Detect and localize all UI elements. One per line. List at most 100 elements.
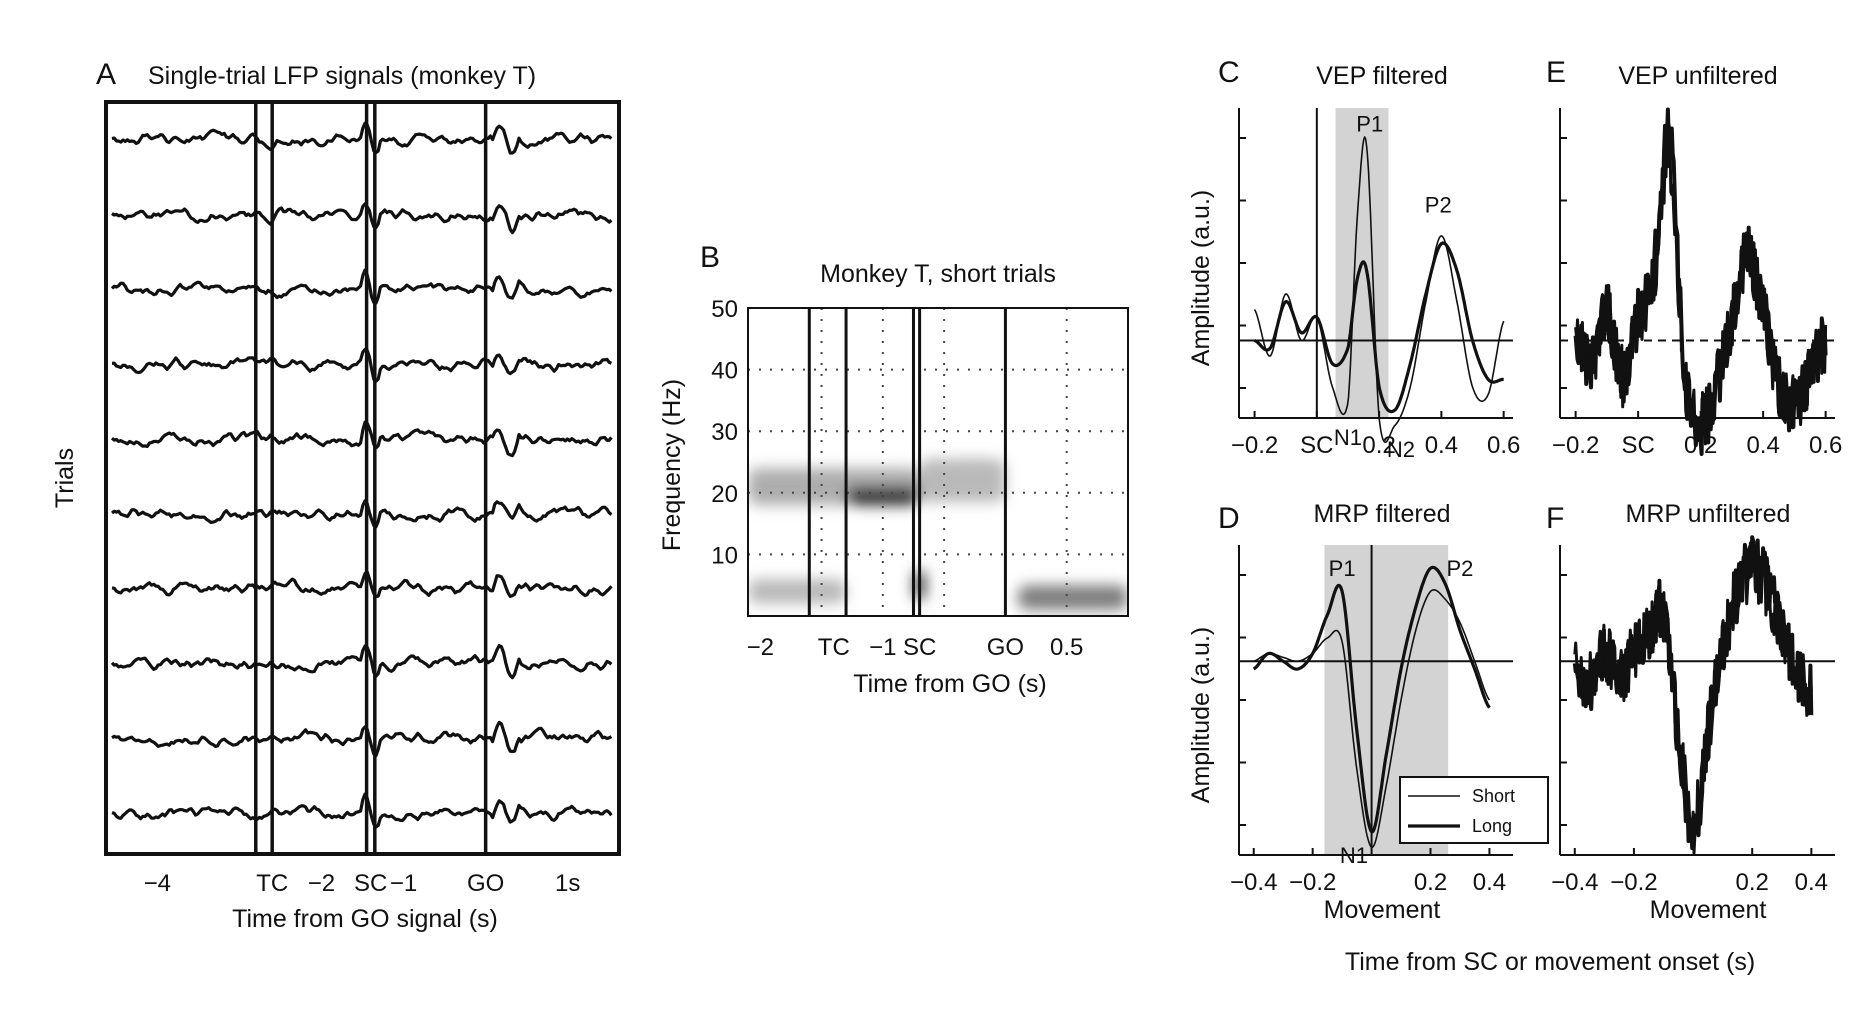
panel-e-xtick-4: 0.6 bbox=[1809, 432, 1842, 459]
panel-a-trial-trace-1 bbox=[111, 121, 613, 155]
panel-c-xtick-3: 0.4 bbox=[1425, 432, 1458, 459]
panel-e-title: VEP unfiltered bbox=[1618, 62, 1777, 90]
panel-f: F MRP unfiltered −0.4 −0.2 0.2 0.4 Movement bbox=[1546, 500, 1835, 924]
panel-d-xtick-1: −0.2 bbox=[1289, 869, 1336, 896]
panel-b-frame bbox=[747, 307, 1129, 617]
panel-a-traces bbox=[110, 121, 613, 829]
panel-a-xtick-3: SC bbox=[354, 870, 387, 897]
panel-d-annotation-2: N1 bbox=[1340, 843, 1368, 868]
panel-b-letter: B bbox=[700, 241, 720, 274]
panel-e-xtick-3: 0.4 bbox=[1746, 432, 1779, 459]
panel-d-title: MRP filtered bbox=[1313, 500, 1450, 528]
panel-c-annotation-0: P1 bbox=[1356, 111, 1383, 136]
panel-b-power-blob-4 bbox=[748, 579, 847, 604]
shared-xlabel: Time from SC or movement onset (s) bbox=[1345, 948, 1755, 976]
panel-f-xtick-3: 0.4 bbox=[1795, 869, 1828, 896]
panel-f-letter: F bbox=[1546, 502, 1564, 535]
panel-a-xtick-0: −4 bbox=[144, 870, 171, 897]
panel-e-letter: E bbox=[1546, 56, 1566, 89]
panel-a-xtick-4: −1 bbox=[390, 870, 417, 897]
panel-b-xlabel: Time from GO (s) bbox=[853, 670, 1047, 698]
panel-a: A Single-trial LFP signals (monkey T) −4… bbox=[51, 58, 621, 933]
panel-a-ylabel: Trials bbox=[51, 448, 79, 508]
panel-d-series-long bbox=[1252, 565, 1491, 834]
panel-c-annotation-1: P2 bbox=[1425, 193, 1452, 218]
panel-f-xtick-1: −0.2 bbox=[1610, 869, 1657, 896]
panel-d: D MRP filtered −0.4 −0.2 0.2 0.4 P1 P2 N1 Short… bbox=[1187, 500, 1549, 924]
panel-b-xticks: −2 TC −1 SC GO 0.5 bbox=[747, 634, 1084, 661]
panel-c-annotation-2: N1 bbox=[1334, 425, 1362, 450]
panel-b-ytick-1: 20 bbox=[711, 481, 738, 508]
panel-e-series-overlay bbox=[1574, 122, 1828, 451]
panel-f-series-overlay bbox=[1573, 539, 1813, 855]
panel-a-trial-trace-6 bbox=[111, 499, 613, 529]
panel-a-trial-trace-7 bbox=[111, 570, 613, 599]
panel-c-ylabel: Amplitude (a.u.) bbox=[1187, 190, 1215, 366]
panel-e-plot: −0.2 SC 0.2 0.4 0.6 bbox=[1552, 107, 1842, 459]
panel-a-xticks: −4 TC −2 SC −1 GO 1s bbox=[144, 870, 581, 897]
panel-a-xtick-5: GO bbox=[467, 870, 504, 897]
panel-b-title: Monkey T, short trials bbox=[820, 260, 1056, 288]
panel-d-series-short bbox=[1253, 588, 1491, 849]
panel-e-xtick-0: −0.2 bbox=[1552, 432, 1599, 459]
panel-f-xtick-2: 0.2 bbox=[1736, 869, 1769, 896]
panel-c-annotation-3: N2 bbox=[1387, 437, 1415, 462]
panel-a-xtick-1: TC bbox=[256, 870, 288, 897]
panel-a-trial-trace-2 bbox=[111, 202, 613, 235]
panel-b-ytick-2: 30 bbox=[711, 419, 738, 446]
panel-d-annotation-1: P2 bbox=[1447, 556, 1474, 581]
panel-f-series-trace bbox=[1572, 535, 1814, 851]
panel-f-xlabel: Movement bbox=[1650, 896, 1767, 924]
panel-a-xtick-2: −2 bbox=[308, 870, 335, 897]
panel-c-letter: C bbox=[1218, 56, 1240, 89]
panel-f-plot: −0.4 −0.2 0.2 0.4 bbox=[1551, 535, 1835, 896]
panel-d-plot: −0.4 −0.2 0.2 0.4 P1 P2 N1 Short Long bbox=[1230, 545, 1549, 896]
panel-c-xtick-1: SC bbox=[1300, 432, 1333, 459]
panel-a-xtick-6: 1s bbox=[555, 870, 580, 897]
panel-d-legend-label-1: Long bbox=[1472, 816, 1512, 836]
panel-b: B Monkey T, short trials 10 20 30 40 50 −2 TC… bbox=[658, 241, 1129, 698]
panel-b-yticks: 10 20 30 40 50 bbox=[711, 296, 738, 569]
panel-b-xtick-4: GO bbox=[987, 634, 1024, 661]
panel-f-title: MRP unfiltered bbox=[1626, 500, 1791, 528]
panel-b-xtick-1: TC bbox=[818, 634, 850, 661]
panel-b-ytick-4: 50 bbox=[711, 296, 738, 323]
panel-d-xtick-0: −0.4 bbox=[1230, 869, 1277, 896]
panel-c-series-thick bbox=[1253, 241, 1505, 414]
panel-e: E VEP unfiltered −0.2 SC 0.2 0.4 0.6 bbox=[1546, 56, 1842, 459]
panel-b-ylabel: Frequency (Hz) bbox=[658, 379, 686, 551]
panel-e-xtick-1: SC bbox=[1621, 432, 1654, 459]
panel-a-trial-trace-5 bbox=[110, 420, 613, 458]
panel-b-xtick-3: SC bbox=[903, 634, 936, 661]
panel-a-trial-trace-4 bbox=[111, 347, 613, 383]
panel-d-xtick-2: 0.2 bbox=[1414, 869, 1447, 896]
panel-a-trial-trace-3 bbox=[110, 268, 613, 305]
panel-a-trial-trace-8 bbox=[110, 643, 613, 680]
panel-d-ylabel: Amplitude (a.u.) bbox=[1187, 627, 1215, 803]
panel-c-title: VEP filtered bbox=[1316, 62, 1448, 90]
panel-d-annotation-0: P1 bbox=[1329, 556, 1356, 581]
panel-a-xlabel: Time from GO signal (s) bbox=[232, 905, 498, 933]
panel-a-trial-trace-9 bbox=[111, 720, 613, 758]
panel-b-power-blob-6 bbox=[1017, 585, 1128, 610]
panel-b-xtick-0: −2 bbox=[747, 634, 774, 661]
panel-d-xlabel: Movement bbox=[1324, 896, 1441, 924]
panel-f-xtick-0: −0.4 bbox=[1551, 869, 1598, 896]
panel-b-ytick-0: 10 bbox=[711, 542, 738, 569]
panel-a-frame bbox=[104, 100, 621, 856]
panel-c-xtick-4: 0.6 bbox=[1487, 432, 1520, 459]
panel-b-xtick-5: 0.5 bbox=[1050, 634, 1083, 661]
panel-b-event-lines bbox=[807, 308, 1007, 616]
panel-a-letter: A bbox=[96, 58, 116, 91]
panel-b-grid bbox=[748, 308, 1128, 616]
panel-d-xtick-3: 0.4 bbox=[1473, 869, 1506, 896]
panel-b-power-blob-3 bbox=[919, 458, 1006, 503]
panel-a-title: Single-trial LFP signals (monkey T) bbox=[148, 62, 536, 90]
panel-d-legend-label-0: Short bbox=[1472, 786, 1515, 806]
panel-b-ytick-3: 40 bbox=[711, 358, 738, 385]
panel-c-xtick-0: −0.2 bbox=[1231, 432, 1278, 459]
panel-a-trial-trace-10 bbox=[111, 792, 613, 829]
